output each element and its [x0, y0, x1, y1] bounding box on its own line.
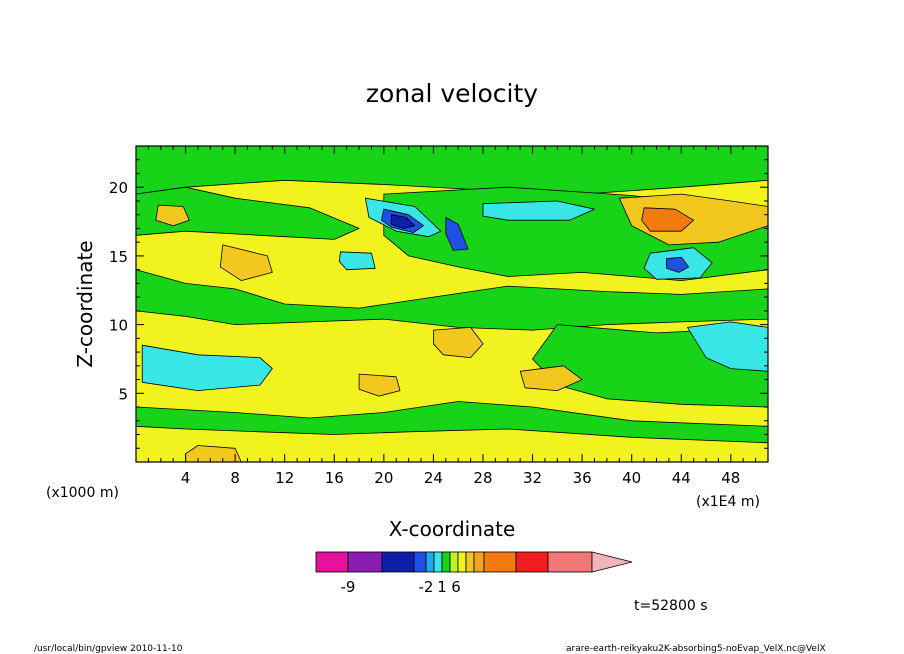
- colorbar-arrow: [591, 551, 633, 573]
- y-tick-label: 15: [109, 248, 128, 266]
- contour-region-mid-orange: [432, 326, 484, 359]
- colorbar-cell: [315, 551, 349, 573]
- colorbar-cell: [441, 551, 451, 573]
- colorbar-tick-label: 6: [451, 578, 461, 596]
- contour-region-bottom-orange: [185, 445, 242, 463]
- contour-region-left-cyan: [141, 344, 273, 392]
- footer-right: arare-earth-reikyaku2K-absorbing5-noEvap…: [566, 644, 826, 654]
- y-tick-label: 10: [109, 317, 128, 335]
- y-axis-label: Z-coordinate: [73, 240, 97, 367]
- y-tick-label: 20: [109, 179, 128, 197]
- x-tick-label: 48: [721, 469, 740, 487]
- colorbar-cell: [465, 551, 475, 573]
- contour-region-jet-dark-blue: [390, 214, 416, 229]
- colorbar-cell: [413, 551, 427, 573]
- y-tick-label: 5: [118, 385, 128, 403]
- colorbar-cell: [483, 551, 517, 573]
- plot-frame: [135, 145, 769, 463]
- colorbar-cell: [515, 551, 549, 573]
- x-tick-label: 36: [573, 469, 592, 487]
- y-axis-ticks: 5 10 15 20: [109, 159, 768, 449]
- colorbar-cell: [457, 551, 467, 573]
- contour-region-lower-orange-1: [358, 373, 401, 397]
- x-tick-label: 16: [325, 469, 344, 487]
- colorbar: -9 -2 1 6: [315, 551, 633, 596]
- contour-region-right-blue: [666, 256, 690, 273]
- contour-region-right-orange-deep: [641, 207, 694, 232]
- contour-region-lower-orange-2: [519, 365, 583, 392]
- x-tick-label: 28: [473, 469, 492, 487]
- contour-region-jet-cyan-2: [482, 200, 595, 221]
- x-tick-label: 8: [230, 469, 240, 487]
- colorbar-tick-label: -9: [341, 578, 356, 596]
- time-label: t=52800 s: [634, 598, 708, 614]
- contour-regions: [135, 145, 769, 463]
- contour-region-left-orange-lower: [219, 244, 273, 282]
- x-tick-label: 4: [181, 469, 191, 487]
- x-tick-label: 24: [424, 469, 443, 487]
- colorbar-tick-label: -2: [419, 578, 434, 596]
- x-tick-label: 20: [374, 469, 393, 487]
- colorbar-cell: [381, 551, 415, 573]
- colorbar-cell: [547, 551, 593, 573]
- contour-region-left-orange-upper: [155, 204, 190, 227]
- colorbar-cell: [347, 551, 383, 573]
- contour-region-small-cyan-mid: [338, 251, 376, 271]
- x-tick-label: 12: [275, 469, 294, 487]
- colorbar-tick-label: 1: [437, 578, 447, 596]
- x-tick-label: 40: [622, 469, 641, 487]
- footer-left: /usr/local/bin/gpview 2010-11-10: [34, 644, 183, 654]
- x-axis-label: X-coordinate: [389, 517, 516, 541]
- colorbar-cell: [473, 551, 485, 573]
- x-axis-ticks: 4 8 12 16 20 24 28 32 36 40 44 48: [147, 146, 757, 487]
- x-unit-right: (x1E4 m): [696, 494, 760, 510]
- chart-title: zonal velocity: [366, 79, 538, 108]
- x-unit-left: (x1000 m): [46, 485, 119, 501]
- contour-region-jet-blue-2: [445, 216, 469, 251]
- contour-region-upper-left-green: [135, 186, 360, 240]
- colorbar-cell: [425, 551, 435, 573]
- colorbar-cell: [449, 551, 459, 573]
- x-tick-label: 44: [672, 469, 691, 487]
- colorbar-cell: [433, 551, 443, 573]
- x-tick-label: 32: [523, 469, 542, 487]
